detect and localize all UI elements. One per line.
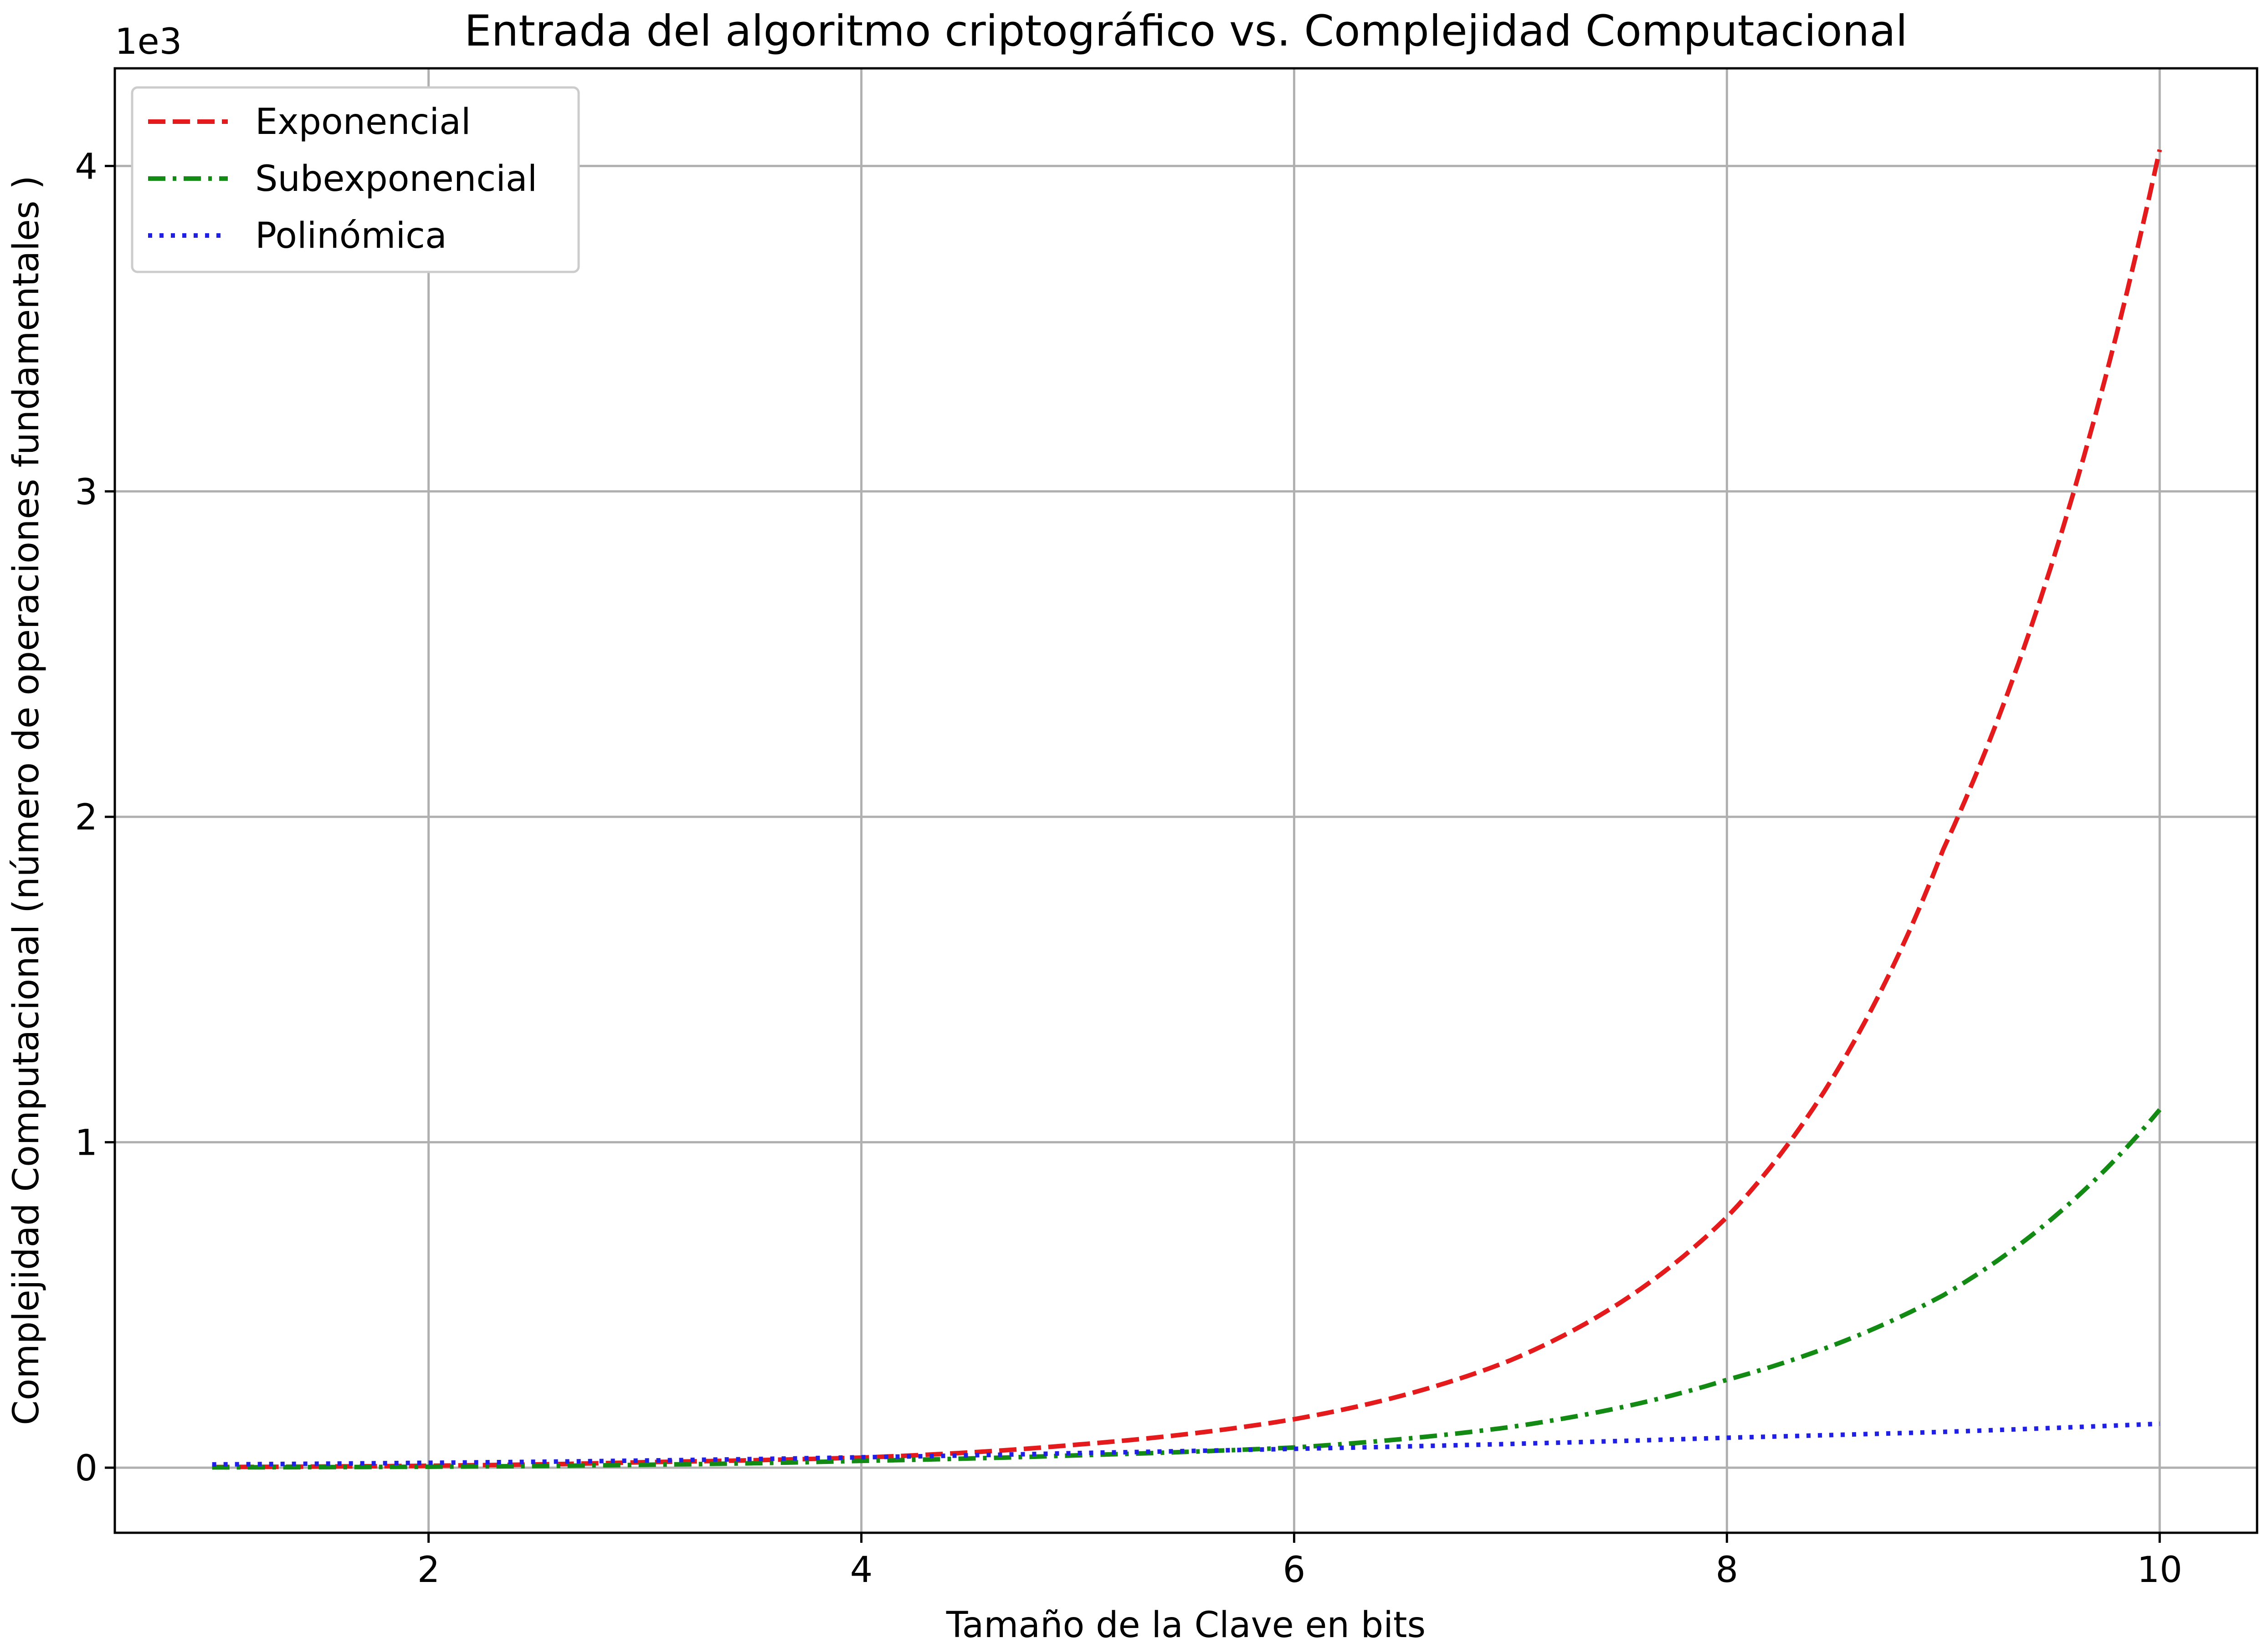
series-line-1	[212, 1108, 2162, 1470]
x-tick-label: 6	[1283, 1550, 1306, 1591]
series-line-0	[212, 149, 2162, 1469]
x-axis-label: Tamaño de la Clave en bits	[946, 1605, 1426, 1643]
x-tick-label: 10	[2137, 1550, 2182, 1591]
y-tick-label: 2	[75, 797, 97, 838]
series-lines	[212, 149, 2162, 1470]
series-line-2	[212, 1421, 2160, 1467]
legend-label: Subexponencial	[255, 159, 537, 200]
y-axis-label: Complejidad Computacional (número de ope…	[6, 175, 47, 1425]
x-tick-label: 4	[850, 1550, 873, 1591]
y-tick-label: 1	[75, 1123, 97, 1164]
y-tick-label: 4	[75, 146, 97, 187]
legend-box	[131, 86, 580, 273]
y-tick-label: 3	[75, 472, 97, 513]
y-tick-label: 0	[75, 1448, 97, 1489]
y-offset-label: 1e3	[115, 21, 182, 62]
x-tick-label: 8	[1716, 1550, 1739, 1591]
plot-frame	[113, 67, 2258, 1534]
ticks: 2 4 6 8 10 0 1 2 3 4	[75, 146, 2182, 1591]
grid	[115, 68, 2257, 1533]
x-tick-label: 2	[417, 1550, 440, 1591]
legend-label: Polinómica	[255, 215, 447, 256]
legend-label: Exponencial	[255, 102, 471, 143]
legend: Exponencial Subexponencial Polinómica	[131, 86, 580, 273]
chart-title: Entrada del algoritmo criptográfico vs. …	[464, 6, 1908, 56]
